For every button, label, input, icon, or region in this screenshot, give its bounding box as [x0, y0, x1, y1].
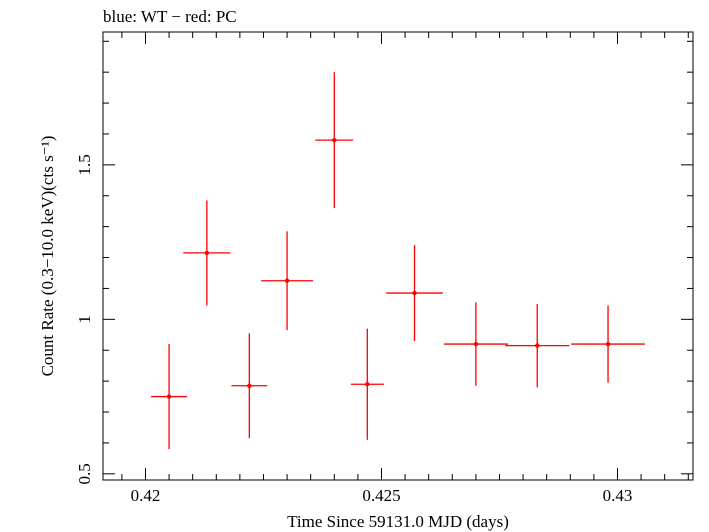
data-point: [183, 200, 231, 306]
point-marker: [166, 394, 172, 399]
data-point: [386, 245, 443, 341]
data-point: [443, 302, 508, 386]
x-tick-label: 0.425: [362, 486, 400, 505]
data-point: [151, 344, 188, 450]
point-marker: [247, 383, 252, 388]
x-axis-label: Time Since 59131.0 MJD (days): [287, 512, 509, 531]
data-points: [151, 72, 645, 450]
chart-title: blue: WT − red: PC: [103, 7, 237, 26]
plot-frame: [102, 31, 694, 481]
y-tick-label: 0.5: [75, 463, 94, 484]
x-tick-label: 0.42: [131, 486, 161, 505]
data-point: [261, 231, 314, 331]
point-marker: [535, 343, 540, 348]
y-axis-label: Count Rate (0.3−10.0 keV)(cts s⁻¹): [38, 136, 57, 377]
data-point: [505, 303, 570, 388]
axis-ticks: [103, 32, 693, 480]
tick-labels: 0.42 0.425 0.43 0.5 1 1.5: [75, 154, 632, 505]
data-point: [571, 305, 645, 383]
data-point: [231, 333, 268, 439]
point-marker: [412, 290, 417, 296]
y-tick-label: 1: [75, 315, 94, 324]
point-marker: [332, 137, 337, 143]
x-tick-label: 0.43: [603, 486, 633, 505]
data-point: [350, 328, 384, 440]
point-marker: [284, 278, 290, 283]
y-tick-label: 1.5: [75, 154, 94, 175]
point-marker: [473, 341, 479, 347]
point-marker: [365, 382, 370, 387]
point-marker: [204, 250, 210, 256]
data-point: [315, 72, 354, 209]
point-marker: [605, 341, 611, 347]
